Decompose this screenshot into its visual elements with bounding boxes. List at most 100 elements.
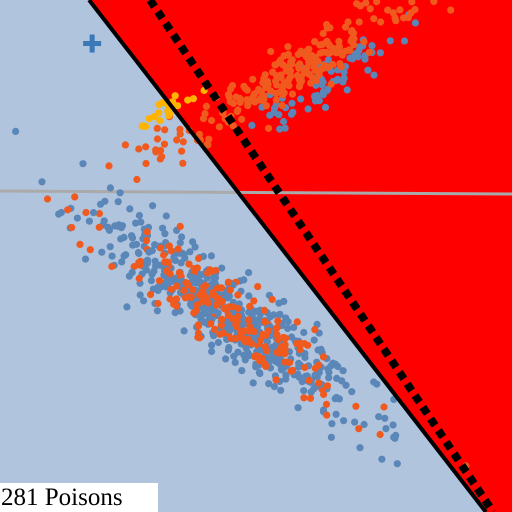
data-point (261, 71, 269, 79)
horizontal-reference-line (0, 189, 512, 196)
data-point (310, 336, 318, 344)
data-point (284, 66, 293, 74)
data-point (275, 299, 283, 307)
data-point (360, 420, 368, 429)
data-point (238, 367, 246, 375)
data-point (335, 43, 343, 51)
data-point (430, 0, 438, 6)
data-point (229, 122, 237, 130)
data-point (267, 47, 275, 56)
data-point (120, 252, 128, 260)
data-point (391, 434, 399, 442)
data-point (231, 358, 239, 367)
data-point (245, 327, 253, 335)
data-point (294, 50, 302, 59)
data-point (159, 224, 167, 232)
plus-marker (83, 34, 102, 53)
data-point (252, 363, 260, 371)
data-point (98, 248, 106, 256)
data-point (153, 135, 162, 143)
data-point (259, 330, 267, 339)
data-point (280, 117, 288, 126)
data-point (265, 380, 273, 388)
data-point (300, 328, 308, 337)
data-point (214, 309, 222, 317)
data-point (226, 85, 235, 93)
data-point (293, 318, 301, 326)
data-point (375, 413, 383, 421)
data-point (320, 61, 328, 69)
data-point (195, 130, 204, 138)
data-point (237, 332, 245, 341)
data-point (250, 297, 258, 305)
data-point (315, 70, 323, 78)
data-point (116, 189, 124, 197)
data-point (199, 115, 208, 123)
data-point (255, 369, 263, 377)
data-point (71, 193, 79, 201)
data-point (106, 243, 114, 251)
data-point (296, 346, 304, 354)
data-point (282, 371, 290, 379)
data-point (288, 99, 296, 107)
data-point (275, 349, 283, 357)
data-point (156, 282, 164, 291)
data-point (306, 394, 315, 402)
data-point (258, 355, 266, 363)
data-point (290, 323, 298, 331)
data-point (355, 18, 363, 26)
data-point (105, 162, 113, 170)
data-point (184, 96, 192, 104)
boundaries (87, 0, 497, 512)
data-point (179, 138, 187, 146)
data-point (238, 115, 246, 123)
data-point (176, 125, 184, 133)
data-point (206, 266, 214, 274)
data-point (389, 421, 397, 429)
data-point (285, 75, 293, 84)
data-point (142, 143, 150, 151)
data-point (411, 6, 419, 14)
data-point (316, 49, 324, 57)
data-point (202, 102, 210, 110)
data-point (314, 57, 322, 66)
data-point (262, 84, 270, 92)
data-point (209, 290, 218, 299)
data-point (333, 76, 341, 84)
data-point (248, 121, 256, 129)
data-point (361, 55, 369, 63)
data-point (331, 395, 339, 403)
data-point (311, 92, 319, 100)
data-point (245, 308, 253, 316)
data-point (297, 95, 305, 103)
data-point (220, 304, 228, 312)
data-point (154, 299, 162, 308)
data-point (250, 328, 258, 336)
data-point (156, 116, 164, 125)
data-point (152, 148, 160, 156)
data-point (272, 89, 280, 98)
data-point (364, 66, 372, 74)
data-point (133, 175, 141, 184)
data-point (319, 88, 327, 96)
data-point (366, 5, 374, 13)
data-point (293, 71, 302, 80)
data-point (194, 322, 203, 330)
data-point (163, 258, 171, 266)
data-point (273, 324, 281, 332)
data-point (180, 286, 188, 295)
data-point (173, 136, 181, 144)
data-point (304, 105, 312, 113)
data-point (288, 90, 297, 98)
data-point (411, 19, 419, 27)
data-point (142, 237, 151, 245)
data-point (222, 355, 230, 363)
data-point (160, 251, 168, 259)
data-point (267, 354, 275, 362)
data-point (264, 124, 273, 132)
data-point (311, 326, 319, 334)
data-point (226, 286, 234, 294)
data-point (212, 266, 220, 275)
data-point (149, 202, 157, 210)
data-point (135, 274, 143, 283)
